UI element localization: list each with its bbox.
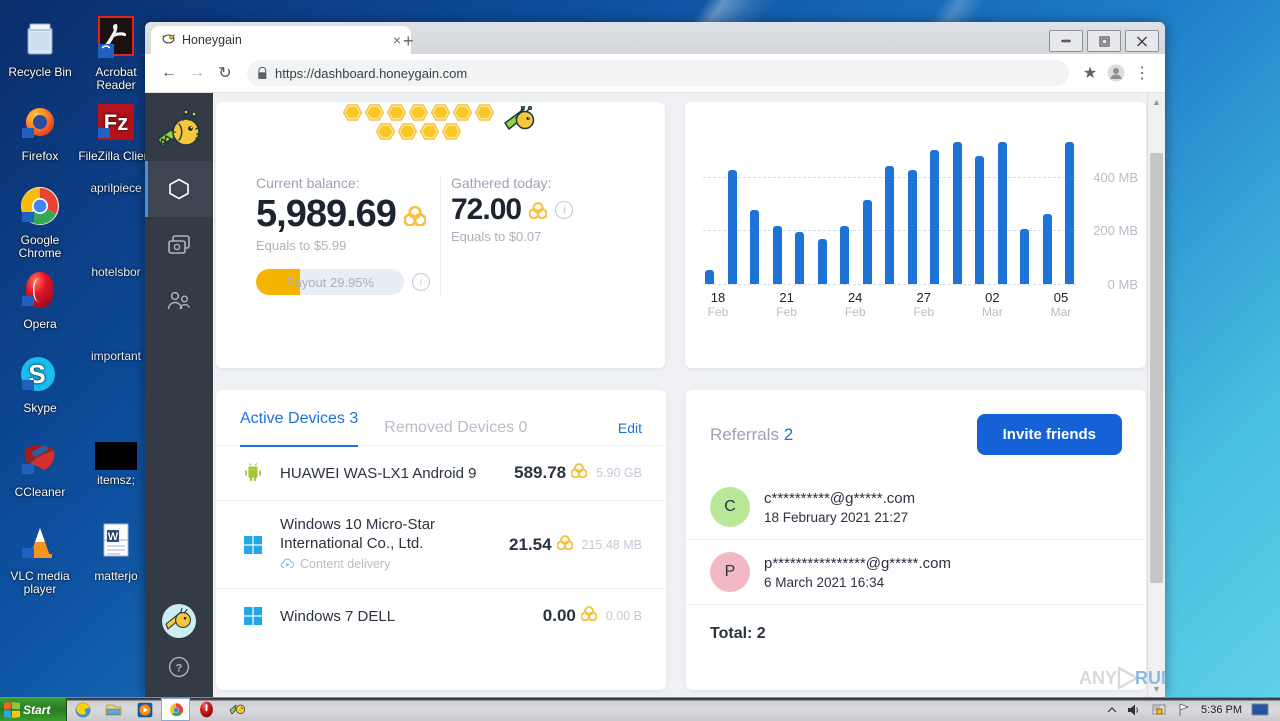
svg-text:?: ? [176, 663, 183, 675]
svg-text:W: W [108, 531, 119, 543]
